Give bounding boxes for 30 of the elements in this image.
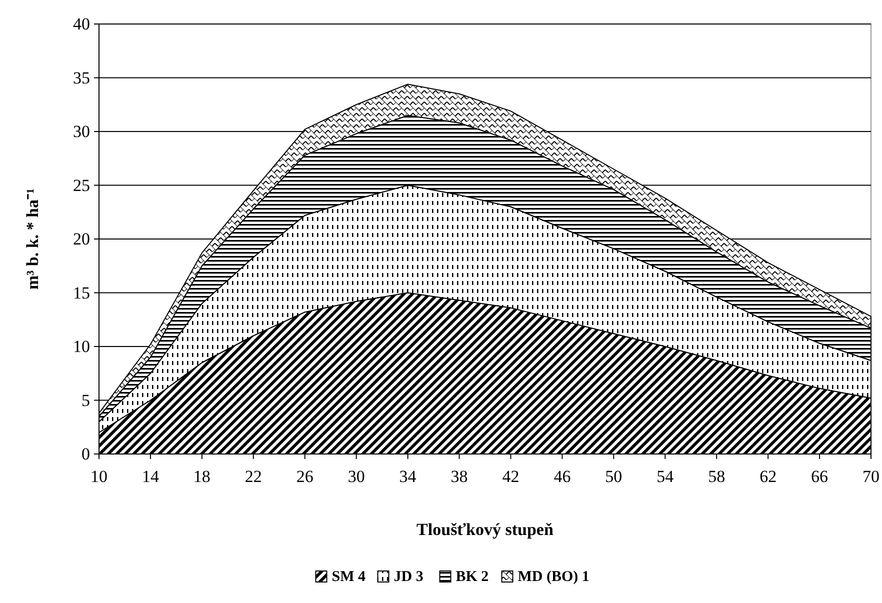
x-tick-label: 26 <box>296 467 314 486</box>
y-tick-label: 5 <box>82 390 90 410</box>
x-tick-label: 18 <box>193 467 210 486</box>
y-tick-label: 40 <box>73 14 90 34</box>
y-tick-label: 20 <box>73 230 90 248</box>
x-axis-title: Tloušťkový stupeň <box>416 520 554 539</box>
x-tick-label: 66 <box>811 467 828 486</box>
x-tick-label: 34 <box>399 467 417 486</box>
x-tick-label: 54 <box>656 467 674 486</box>
x-tick-label: 14 <box>142 467 160 486</box>
legend-label: MD (BO) 1 <box>518 569 590 585</box>
y-axis-title: m³ b. k. * ha⁻¹ <box>23 188 42 290</box>
legend-label: BK 2 <box>456 569 489 585</box>
y-tick-label: 25 <box>73 176 90 195</box>
x-tick-label: 58 <box>708 467 726 486</box>
y-tick-label: 10 <box>73 337 90 356</box>
y-tick-label: 15 <box>73 283 90 302</box>
x-tick-label: 46 <box>554 467 571 486</box>
legend-label: JD 3 <box>394 569 424 585</box>
x-tick-label: 30 <box>348 467 365 486</box>
x-tick-label: 62 <box>760 467 777 486</box>
x-tick-label: 38 <box>450 467 468 486</box>
x-tick-label: 50 <box>605 467 622 486</box>
x-tick-label: 22 <box>244 467 262 486</box>
x-tick-label: 70 <box>862 467 880 486</box>
y-tick-label: 35 <box>73 68 90 88</box>
x-tick-label: 42 <box>502 467 520 486</box>
y-tick-label: 30 <box>73 122 90 141</box>
y-tick-label: 0 <box>82 444 90 464</box>
legend-label: SM 4 <box>332 569 366 585</box>
